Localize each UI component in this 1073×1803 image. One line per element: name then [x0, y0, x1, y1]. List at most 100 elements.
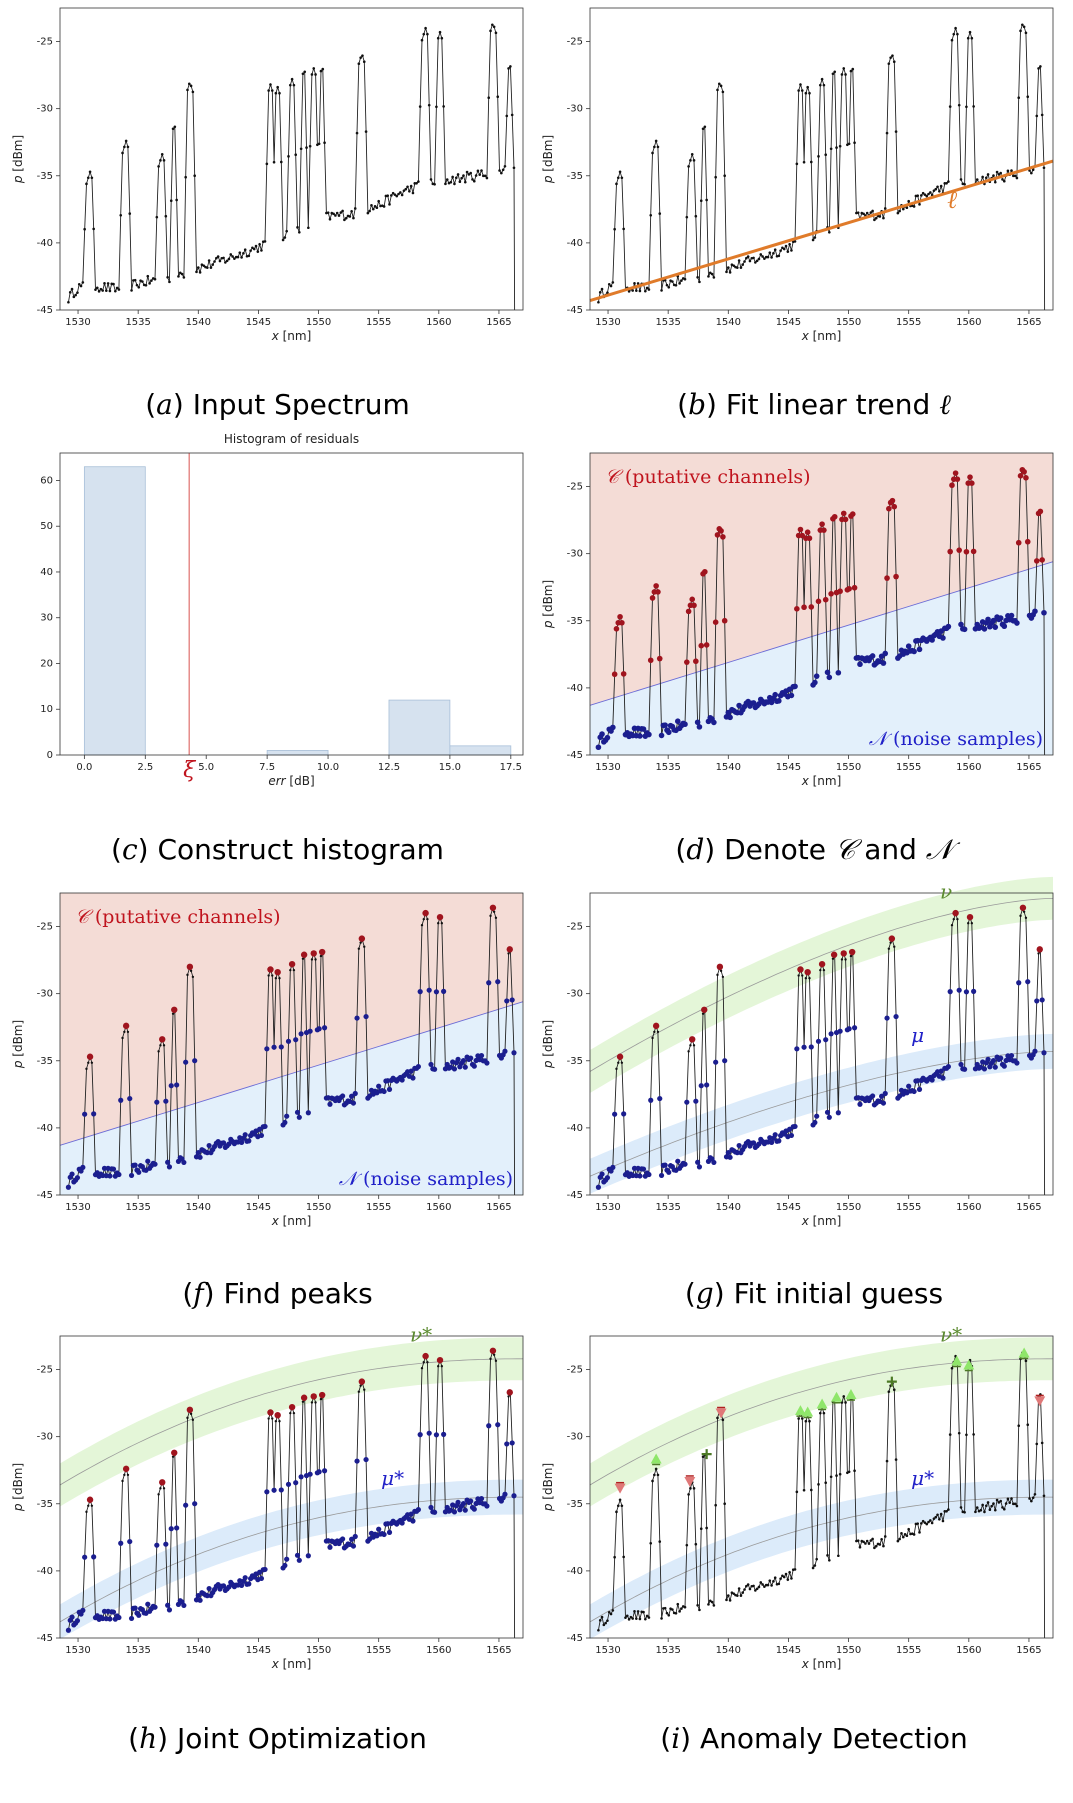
noise-point [285, 1481, 292, 1487]
spectrum-point [797, 89, 800, 92]
spectrum-point [233, 257, 236, 260]
spectrum-point [934, 1515, 938, 1519]
noise-point [835, 669, 842, 676]
channel-point [804, 529, 811, 535]
anomaly-down-marker [684, 1476, 696, 1487]
spectrum-point [665, 1611, 669, 1615]
spectrum-point [290, 77, 294, 81]
spectrum-point [1001, 1506, 1004, 1509]
spectrum-point [635, 1617, 638, 1620]
spectrum-point [243, 248, 247, 252]
spectrum-point [112, 282, 115, 286]
noise-point [846, 1026, 852, 1032]
spectrum-point [1019, 29, 1022, 33]
spectrum-point [835, 1474, 838, 1477]
noise-point [91, 1554, 97, 1560]
noise-point [657, 1095, 663, 1102]
channel-point [851, 584, 858, 591]
spectrum-point [966, 36, 970, 40]
lower-curve [589, 1496, 1053, 1623]
peak-point [122, 1022, 130, 1030]
noise-point [376, 1526, 382, 1532]
spectrum-point [418, 105, 422, 108]
spectrum-point [1012, 174, 1015, 178]
spectrum-point [653, 1473, 656, 1477]
spectrum-point [678, 1610, 681, 1613]
noise-point [415, 1507, 421, 1513]
y-tick-label: -45 [37, 305, 53, 316]
noise-symbol: 𝒩 [339, 1168, 363, 1190]
spectrum-point [119, 213, 123, 217]
noise-point [118, 1540, 124, 1546]
spectrum-point [76, 291, 79, 294]
spectrum-point [451, 175, 454, 179]
channel-point [886, 505, 892, 512]
spectrum-point [649, 1541, 653, 1545]
spectrum-point [85, 1067, 88, 1071]
noise-point [293, 1037, 299, 1043]
channel-point [822, 596, 829, 603]
anomaly-up-marker [802, 1406, 814, 1417]
lower-band [590, 1033, 1053, 1194]
channel-point [1021, 468, 1027, 475]
spectrum-point [689, 159, 692, 162]
noise-point [136, 1169, 142, 1175]
spectrum-point [726, 266, 730, 269]
spectrum-point [799, 83, 802, 86]
spectrum-point [674, 1612, 678, 1615]
spectrum-point [83, 227, 86, 231]
spectrum-point [957, 103, 961, 107]
spectrum-point [456, 173, 460, 176]
noise-point [262, 1566, 268, 1573]
spectrum-point [123, 1473, 126, 1477]
x-tick-label: 1540 [716, 1202, 741, 1213]
spectrum-point [92, 227, 95, 231]
spectrum-point [454, 176, 458, 180]
plot-frame [59, 1335, 524, 1639]
y-tick-label: 60 [40, 475, 53, 486]
noise-point [298, 1474, 304, 1480]
spectrum-point [786, 250, 790, 253]
noise-point [1008, 1052, 1015, 1059]
noise-point [958, 1061, 964, 1068]
spectrum-point [945, 1509, 948, 1513]
noise-point [882, 650, 889, 657]
noise-point [929, 637, 935, 643]
spectrum-point [773, 1576, 777, 1580]
spectrum-point [788, 242, 791, 246]
spectrum-point [186, 1416, 189, 1420]
spectrum-point [840, 958, 844, 961]
spectrum-point [633, 282, 636, 285]
spectrum-point [865, 211, 869, 215]
spectrum-point [213, 260, 216, 263]
peak-point [310, 950, 317, 957]
spectrum-point [818, 1411, 822, 1415]
spectrum-point [912, 205, 916, 208]
spectrum-point [638, 1617, 642, 1621]
peak-point [489, 1347, 497, 1354]
noise-point [824, 1109, 831, 1115]
spectrum-point [458, 180, 462, 184]
noise-point [940, 635, 946, 641]
x-tick-label: 1545 [246, 317, 271, 328]
peak-point [506, 946, 513, 953]
peak-point [436, 1356, 444, 1364]
peak-point [318, 1391, 326, 1399]
spectrum-point [617, 1061, 620, 1064]
spectrum-point [292, 1411, 296, 1415]
spectrum-point [956, 917, 959, 921]
noise-point [264, 1489, 270, 1495]
panel-h: 1530 1535 1540 1545 1550 1555 1560 1565 -45 -40 -3… [11, 1322, 540, 1788]
spectrum-point [222, 256, 225, 260]
spectrum-point [732, 264, 736, 267]
noise-point [1041, 609, 1047, 616]
panel-d: 1530 1535 1540 1545 1550 1555 1560 1565 -45 -40 -3… [541, 445, 1073, 885]
noise-point [294, 1552, 301, 1558]
chart-h: 1530 1535 1540 1545 1550 1555 1560 1565 -45 -40 -3… [11, 1322, 524, 1671]
spectrum-point [288, 83, 292, 87]
spectrum-point [162, 159, 166, 162]
y-axis-label: p [dBm] [541, 1463, 555, 1512]
spectrum-point [137, 285, 141, 289]
spectrum-point [793, 1568, 797, 1571]
spectrum-point [1013, 174, 1017, 178]
